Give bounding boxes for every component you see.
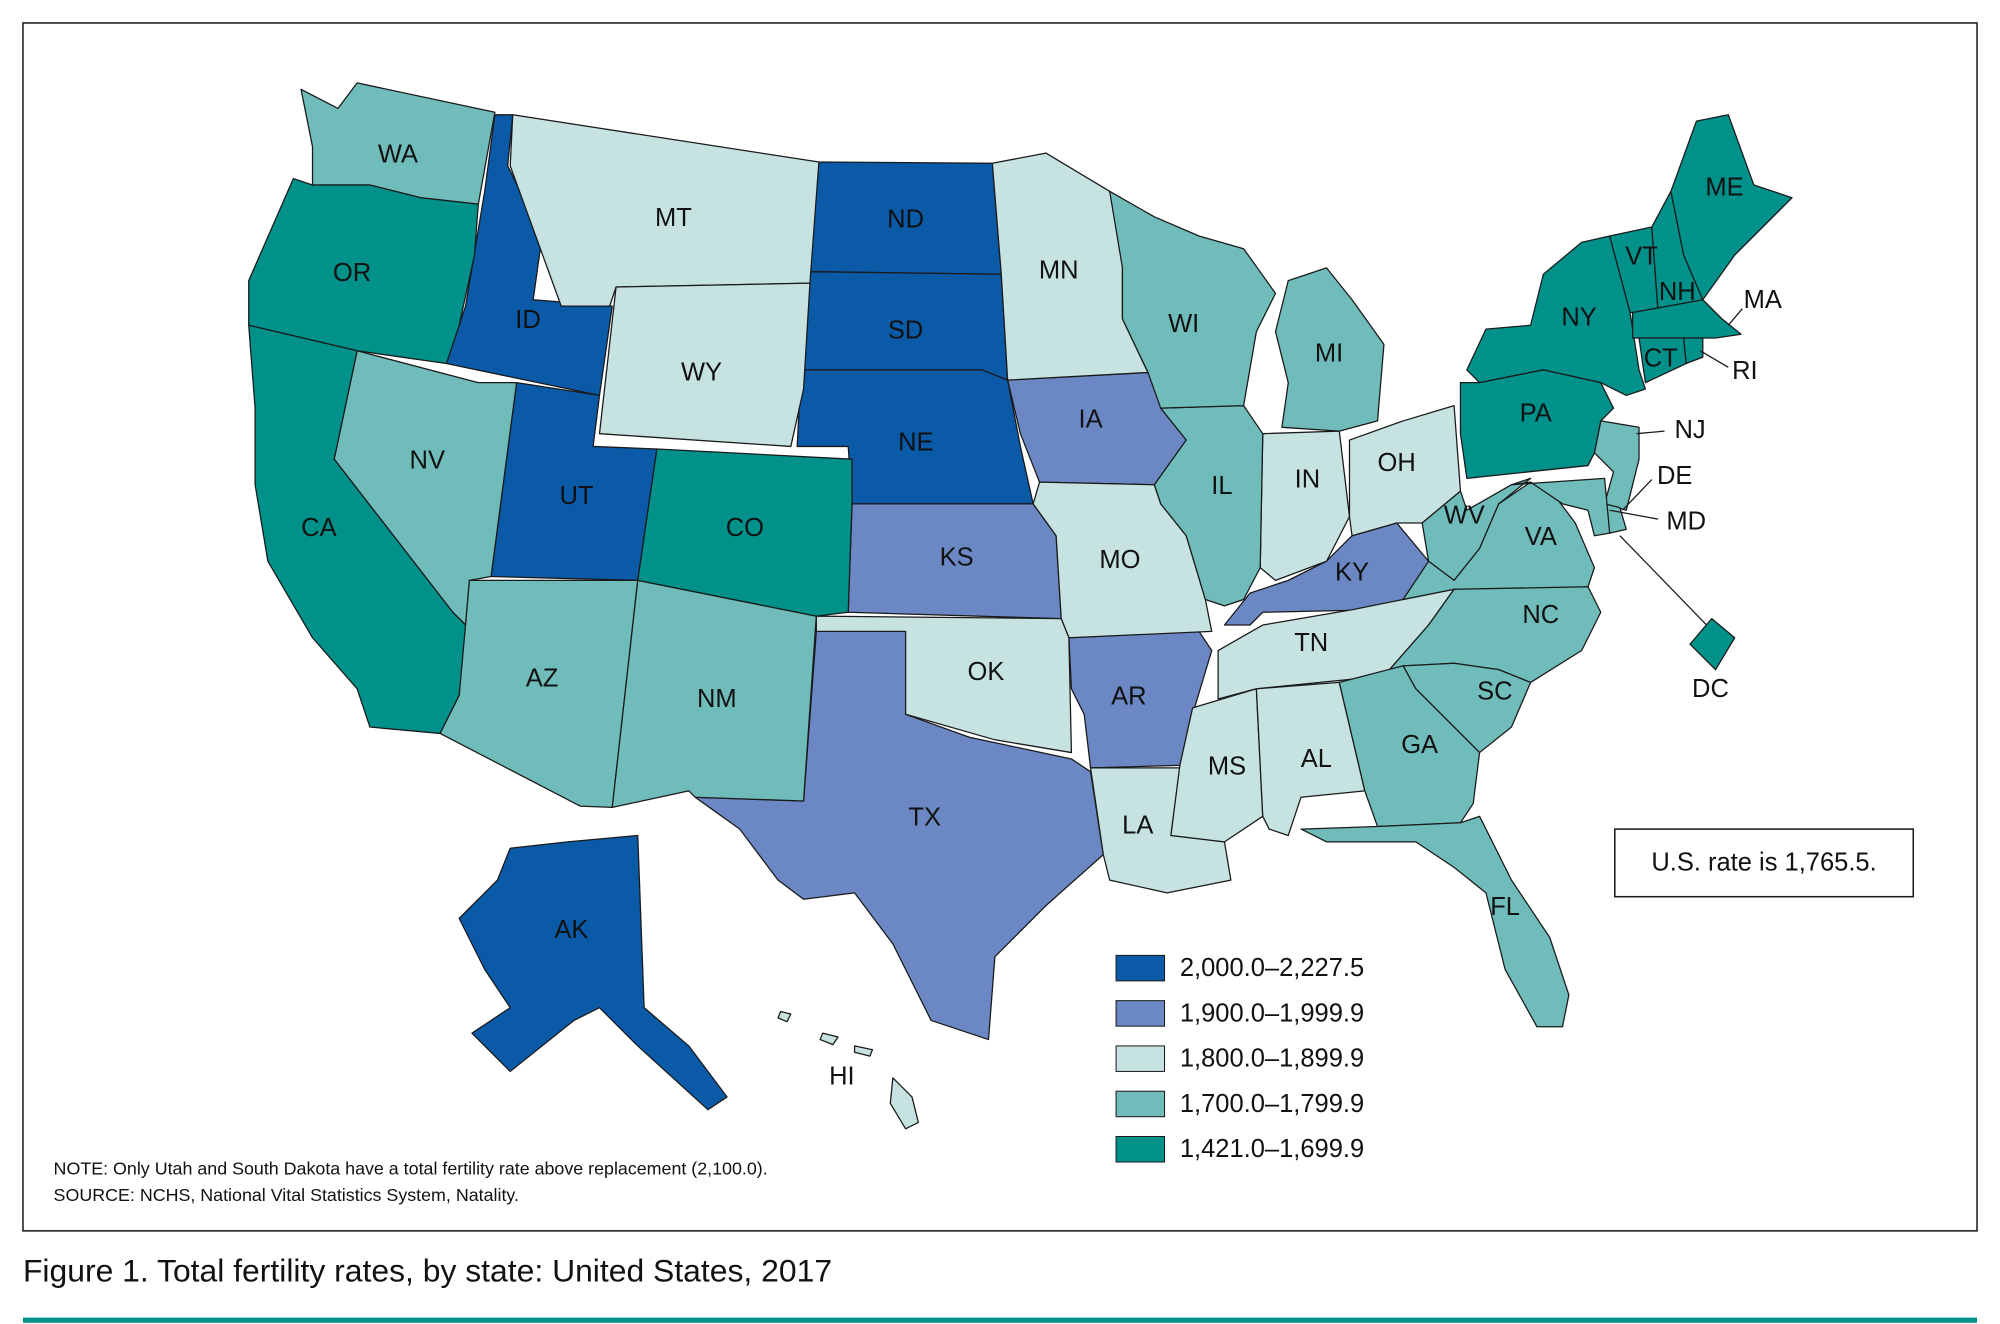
leader-line — [1621, 479, 1653, 511]
state-label: RI — [1732, 357, 1758, 385]
state-label: DE — [1657, 462, 1692, 490]
state-label: NH — [1659, 278, 1696, 306]
state — [509, 114, 820, 307]
legend-label: 1,421.0–1,699.9 — [1180, 1135, 1364, 1163]
state-label: WY — [681, 358, 722, 386]
state-label: IA — [1079, 406, 1103, 434]
state-label: KS — [940, 543, 974, 571]
note: NOTE: Only Utah and South Dakota have a … — [54, 1158, 768, 1178]
state-label: IN — [1295, 466, 1321, 494]
state — [598, 282, 811, 448]
state-label: NV — [410, 446, 445, 474]
state — [777, 1010, 920, 1130]
state-label: UT — [560, 482, 594, 510]
state-label: AK — [554, 916, 588, 944]
states — [248, 82, 1793, 1130]
state-label: VT — [1625, 242, 1658, 270]
us-rate: U.S. rate is 1,765.5. — [1651, 848, 1876, 876]
state-label: WA — [378, 140, 418, 168]
leader-line — [1609, 509, 1659, 520]
state-label: SC — [1477, 677, 1512, 705]
state-label: WV — [1444, 501, 1485, 529]
leader-line — [1699, 350, 1729, 368]
state — [1300, 815, 1570, 1028]
state-label: NM — [697, 685, 737, 713]
leader-line — [1727, 308, 1743, 326]
state-label: ID — [515, 306, 541, 334]
state — [1670, 114, 1793, 301]
state — [815, 615, 1073, 754]
state-label: MN — [1039, 256, 1079, 284]
state-label: HI — [829, 1063, 855, 1091]
state-label: MS — [1208, 753, 1246, 781]
state — [1109, 190, 1277, 409]
state-label: MD — [1666, 508, 1706, 536]
state-label: IL — [1211, 472, 1232, 500]
state-label: KY — [1335, 559, 1369, 587]
state-label: VA — [1525, 523, 1557, 551]
state — [694, 630, 1104, 1041]
state-label: OH — [1378, 449, 1416, 477]
state-label: CT — [1644, 344, 1678, 372]
state-label: MO — [1099, 546, 1140, 574]
state-label: TX — [908, 804, 941, 832]
state-label: MT — [655, 204, 692, 232]
us-rate-box — [1614, 828, 1915, 898]
state-label: TN — [1294, 629, 1328, 657]
state — [1338, 665, 1481, 828]
state — [1689, 617, 1736, 671]
legend-label: 1,900.0–1,999.9 — [1180, 999, 1364, 1027]
state — [1632, 299, 1742, 339]
legend-swatch — [1115, 1135, 1166, 1163]
state-label: ND — [887, 205, 924, 233]
state — [248, 177, 479, 365]
state-label: DC — [1692, 675, 1729, 703]
state-label: CA — [301, 514, 336, 542]
legend-swatch — [1115, 1090, 1166, 1118]
state-label: MI — [1315, 339, 1343, 367]
state-labels: ID UT ND SD NE AK IA KS TX AR KY MT WY MN MO OK LA MS AL TN… — [301, 140, 1782, 1090]
state-label: GA — [1401, 731, 1438, 759]
state-label: CO — [726, 514, 764, 542]
legend: 2,000.0–2,227.5 1,900.0–1,999.9 1,800.0–1,… — [1115, 954, 1364, 1163]
state-label: NY — [1561, 304, 1596, 332]
state-label: WI — [1168, 310, 1199, 338]
legend-label: 1,700.0–1,799.9 — [1180, 1090, 1364, 1118]
state — [1459, 369, 1615, 479]
state — [1683, 337, 1704, 365]
state — [1153, 404, 1264, 607]
state-label: ME — [1705, 174, 1743, 202]
source: SOURCE: NCHS, National Vital Statistics … — [54, 1185, 519, 1205]
state-label: FL — [1490, 893, 1520, 921]
state-label: AL — [1301, 745, 1332, 773]
state — [637, 448, 853, 617]
state-label: NJ — [1674, 416, 1705, 444]
legend-label: 1,800.0–1,899.9 — [1180, 1045, 1364, 1073]
state — [1274, 267, 1385, 432]
state-label: AZ — [526, 665, 559, 693]
leader-line — [1619, 535, 1708, 626]
legend-swatch — [1115, 1045, 1166, 1072]
legend-swatch — [1115, 1000, 1166, 1027]
state-label: LA — [1122, 811, 1153, 839]
state — [1510, 477, 1611, 537]
state-label: NE — [898, 429, 933, 457]
state-label: AR — [1111, 682, 1146, 710]
legend-label: 2,000.0–2,227.5 — [1180, 954, 1364, 982]
state-label: MA — [1744, 286, 1782, 314]
state-label: OK — [968, 658, 1005, 686]
figure-caption: Figure 1. Total fertility rates, by stat… — [23, 1252, 832, 1288]
state — [248, 324, 467, 735]
leader-lines — [1609, 308, 1743, 626]
legend-swatch — [1115, 954, 1166, 982]
state-label: PA — [1520, 399, 1552, 427]
state-label: OR — [333, 259, 371, 287]
leader-line — [1636, 430, 1665, 435]
state — [458, 834, 728, 1111]
state-label: NC — [1522, 601, 1559, 629]
state-label: SD — [888, 316, 923, 344]
